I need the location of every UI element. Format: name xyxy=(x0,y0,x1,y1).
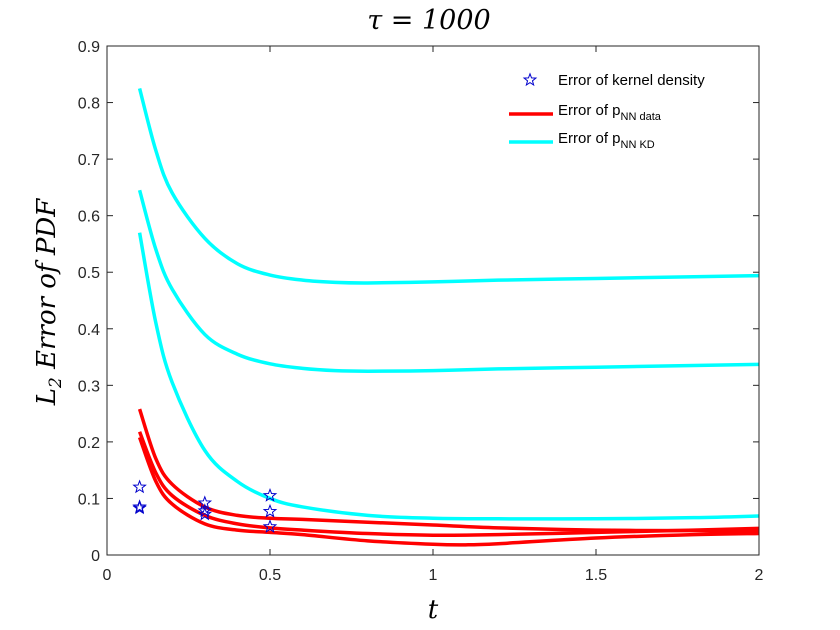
kernel-density-star xyxy=(132,500,147,515)
legend-label: Error of kernel density xyxy=(558,72,705,89)
x-tick-label: 0 xyxy=(103,567,112,584)
y-tick-label: 0.5 xyxy=(78,265,100,282)
kernel-density-star xyxy=(197,503,213,518)
y-axis-label-rest: Error of PDF xyxy=(32,198,62,377)
y-tick-label: 0.7 xyxy=(78,152,100,169)
plot-area xyxy=(107,46,759,555)
series-line-1 xyxy=(137,87,760,285)
legend-label: Error of pNN data xyxy=(558,102,662,123)
y-tick-label: 0.4 xyxy=(78,322,100,339)
legend-label: Error of pNN KD xyxy=(558,130,655,151)
y-tick-label: 0 xyxy=(91,548,100,565)
kernel-density-star xyxy=(262,487,278,502)
x-tick-label: 1 xyxy=(429,567,438,584)
data-marks xyxy=(132,87,760,547)
x-tick-label: 0.5 xyxy=(259,567,281,584)
series-line-2 xyxy=(137,189,760,373)
chart-title: τ = 1000 xyxy=(367,5,490,36)
kernel-density-star xyxy=(132,479,147,494)
legend-star-icon xyxy=(522,72,538,87)
y-tick-label: 0.1 xyxy=(78,491,100,508)
series-line-4 xyxy=(137,408,760,533)
legend: Error of kernel density Error of pNN data… xyxy=(509,72,705,151)
kernel-density-star xyxy=(197,506,213,521)
y-axis-label-main: L xyxy=(32,388,62,406)
y-tick-label: 0.2 xyxy=(78,435,100,452)
y-tick-label: 0.6 xyxy=(78,209,100,226)
x-tick-label: 2 xyxy=(755,567,764,584)
series-line-3 xyxy=(137,232,760,521)
axes: 0 0.5 1 1.5 2 0 0.1 0.2 0.3 0.4 0.5 0.6 0.7 0.8 0.9 xyxy=(78,39,764,584)
kernel-density-star xyxy=(262,519,278,533)
x-tick-label: 1.5 xyxy=(585,567,607,584)
kernel-density-star xyxy=(262,503,278,518)
series-line-5 xyxy=(137,431,760,538)
x-axis-label: t xyxy=(428,595,439,625)
kernel-density-star xyxy=(132,499,147,514)
y-axis-label-sub: 2 xyxy=(46,377,66,389)
y-tick-label: 0.9 xyxy=(78,39,100,56)
series-line-6 xyxy=(137,436,760,547)
y-tick-label: 0.3 xyxy=(78,378,100,395)
y-axis-label: L2 Error of PDF xyxy=(32,198,66,406)
y-tick-label: 0.8 xyxy=(78,96,100,113)
